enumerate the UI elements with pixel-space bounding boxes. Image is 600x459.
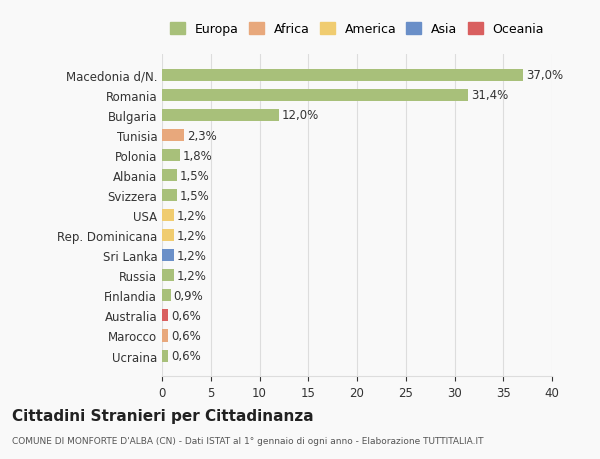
Bar <box>162 230 174 242</box>
Bar <box>162 310 168 322</box>
Text: 0,9%: 0,9% <box>174 289 203 302</box>
Bar <box>162 170 176 182</box>
Text: 1,5%: 1,5% <box>179 169 209 182</box>
Text: 12,0%: 12,0% <box>282 109 319 122</box>
Text: 31,4%: 31,4% <box>471 89 508 102</box>
Bar <box>162 290 171 302</box>
Text: 0,6%: 0,6% <box>171 329 200 342</box>
Text: Cittadini Stranieri per Cittadinanza: Cittadini Stranieri per Cittadinanza <box>12 408 314 423</box>
Bar <box>162 190 176 202</box>
Text: COMUNE DI MONFORTE D'ALBA (CN) - Dati ISTAT al 1° gennaio di ogni anno - Elabora: COMUNE DI MONFORTE D'ALBA (CN) - Dati IS… <box>12 436 484 445</box>
Bar <box>162 150 179 162</box>
Bar <box>162 250 174 262</box>
Text: 1,2%: 1,2% <box>176 209 206 222</box>
Text: 1,8%: 1,8% <box>182 149 212 162</box>
Bar <box>162 130 184 142</box>
Bar <box>162 330 168 342</box>
Bar <box>162 270 174 282</box>
Text: 0,6%: 0,6% <box>171 349 200 362</box>
Bar <box>162 90 468 102</box>
Bar <box>162 350 168 362</box>
Text: 1,2%: 1,2% <box>176 229 206 242</box>
Bar <box>162 110 279 122</box>
Legend: Europa, Africa, America, Asia, Oceania: Europa, Africa, America, Asia, Oceania <box>166 20 548 40</box>
Text: 37,0%: 37,0% <box>526 69 563 82</box>
Text: 1,2%: 1,2% <box>176 269 206 282</box>
Text: 1,5%: 1,5% <box>179 189 209 202</box>
Text: 0,6%: 0,6% <box>171 309 200 322</box>
Text: 2,3%: 2,3% <box>187 129 217 142</box>
Text: 1,2%: 1,2% <box>176 249 206 262</box>
Bar <box>162 210 174 222</box>
Bar <box>162 70 523 82</box>
